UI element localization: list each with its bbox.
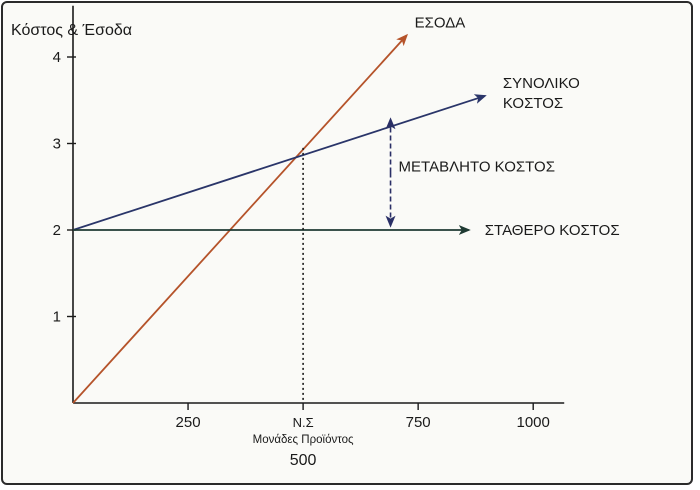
breakeven-x-value: 500: [290, 452, 317, 469]
y-axis-title: Κόστος & Έσοδα: [11, 22, 132, 39]
x-tick-label: Ν.Σ: [293, 415, 314, 430]
series-label: ΕΣΟΔΑ: [415, 14, 466, 31]
x-tick-label: 250: [176, 414, 201, 431]
series-label: ΣΥΝΟΛΙΚΟ: [503, 75, 580, 92]
variable-cost-label: ΜΕΤΑΒΛΗΤΟ ΚΟΣΤΟΣ: [399, 158, 555, 175]
x-tick-label: 750: [406, 414, 431, 431]
y-tick-label: 3: [53, 136, 61, 153]
y-tick-label: 2: [53, 222, 61, 239]
chart-frame: 1 2 3 4 250 Ν.Σ 750 1000 Κόστος & Έσοδα Μονάδες Π…: [1, 1, 693, 485]
x-tick-label: 1000: [517, 414, 550, 431]
series-label: ΚΟΣΤΟΣ: [503, 95, 563, 112]
y-tick-label: 1: [53, 309, 61, 326]
x-axis-title: Μονάδες Προϊόντος: [253, 434, 354, 446]
series-line: [72, 94, 487, 231]
y-tick-label: 4: [53, 49, 61, 66]
breakeven-chart: 1 2 3 4 250 Ν.Σ 750 1000 Κόστος & Έσοδα Μονάδες Π…: [11, 5, 620, 469]
series-label: ΣΤΑΘΕΡΟ ΚΟΣΤΟΣ: [485, 222, 620, 239]
series-line: [72, 33, 408, 404]
